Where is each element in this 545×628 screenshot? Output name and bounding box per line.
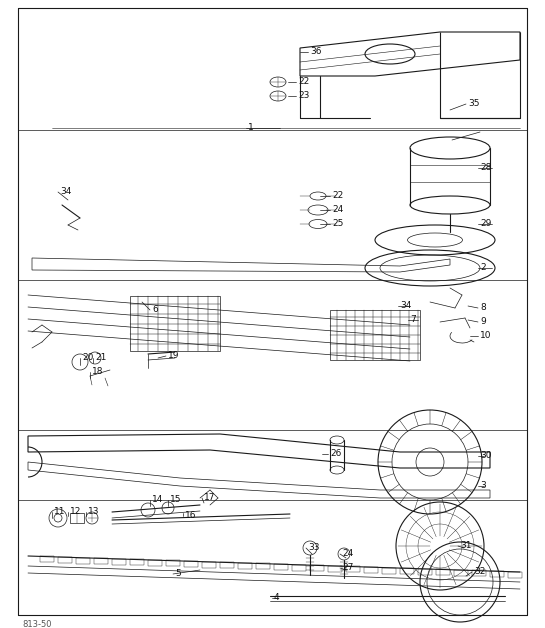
Text: 33: 33 [308, 543, 319, 553]
Text: 2: 2 [480, 264, 486, 273]
Text: 3: 3 [480, 482, 486, 490]
Text: 24: 24 [342, 550, 353, 558]
Text: 15: 15 [170, 495, 181, 504]
Text: 36: 36 [310, 48, 322, 57]
Text: 1: 1 [248, 124, 254, 133]
Text: 31: 31 [460, 541, 471, 551]
Text: 30: 30 [480, 452, 492, 460]
Text: 12: 12 [70, 507, 81, 516]
Text: 26: 26 [330, 450, 341, 458]
Text: 20: 20 [82, 354, 93, 362]
Text: 22: 22 [332, 192, 343, 200]
Text: 25: 25 [332, 220, 343, 229]
Text: 7: 7 [410, 315, 416, 325]
Text: 24: 24 [332, 205, 343, 215]
Text: 5: 5 [175, 570, 181, 578]
Text: 34: 34 [60, 188, 71, 197]
Text: 4: 4 [274, 593, 280, 602]
Text: 6: 6 [152, 305, 158, 315]
Text: 17: 17 [204, 494, 215, 502]
Text: 10: 10 [480, 332, 492, 340]
Text: 28: 28 [480, 163, 492, 173]
Text: 18: 18 [92, 367, 104, 377]
Text: 19: 19 [168, 352, 179, 360]
Text: 16: 16 [185, 511, 197, 521]
Text: 813-50: 813-50 [22, 620, 51, 628]
Text: 21: 21 [95, 354, 106, 362]
Text: 11: 11 [54, 507, 65, 516]
Text: 34: 34 [400, 301, 411, 310]
Text: 32: 32 [474, 568, 486, 577]
Text: 29: 29 [480, 220, 492, 229]
Text: 22: 22 [298, 77, 309, 87]
Text: 14: 14 [152, 495, 164, 504]
Text: 35: 35 [468, 99, 480, 109]
Text: 23: 23 [298, 92, 310, 100]
Text: 13: 13 [88, 507, 100, 516]
Text: 27: 27 [342, 563, 353, 573]
Text: 8: 8 [480, 303, 486, 313]
Text: 9: 9 [480, 318, 486, 327]
